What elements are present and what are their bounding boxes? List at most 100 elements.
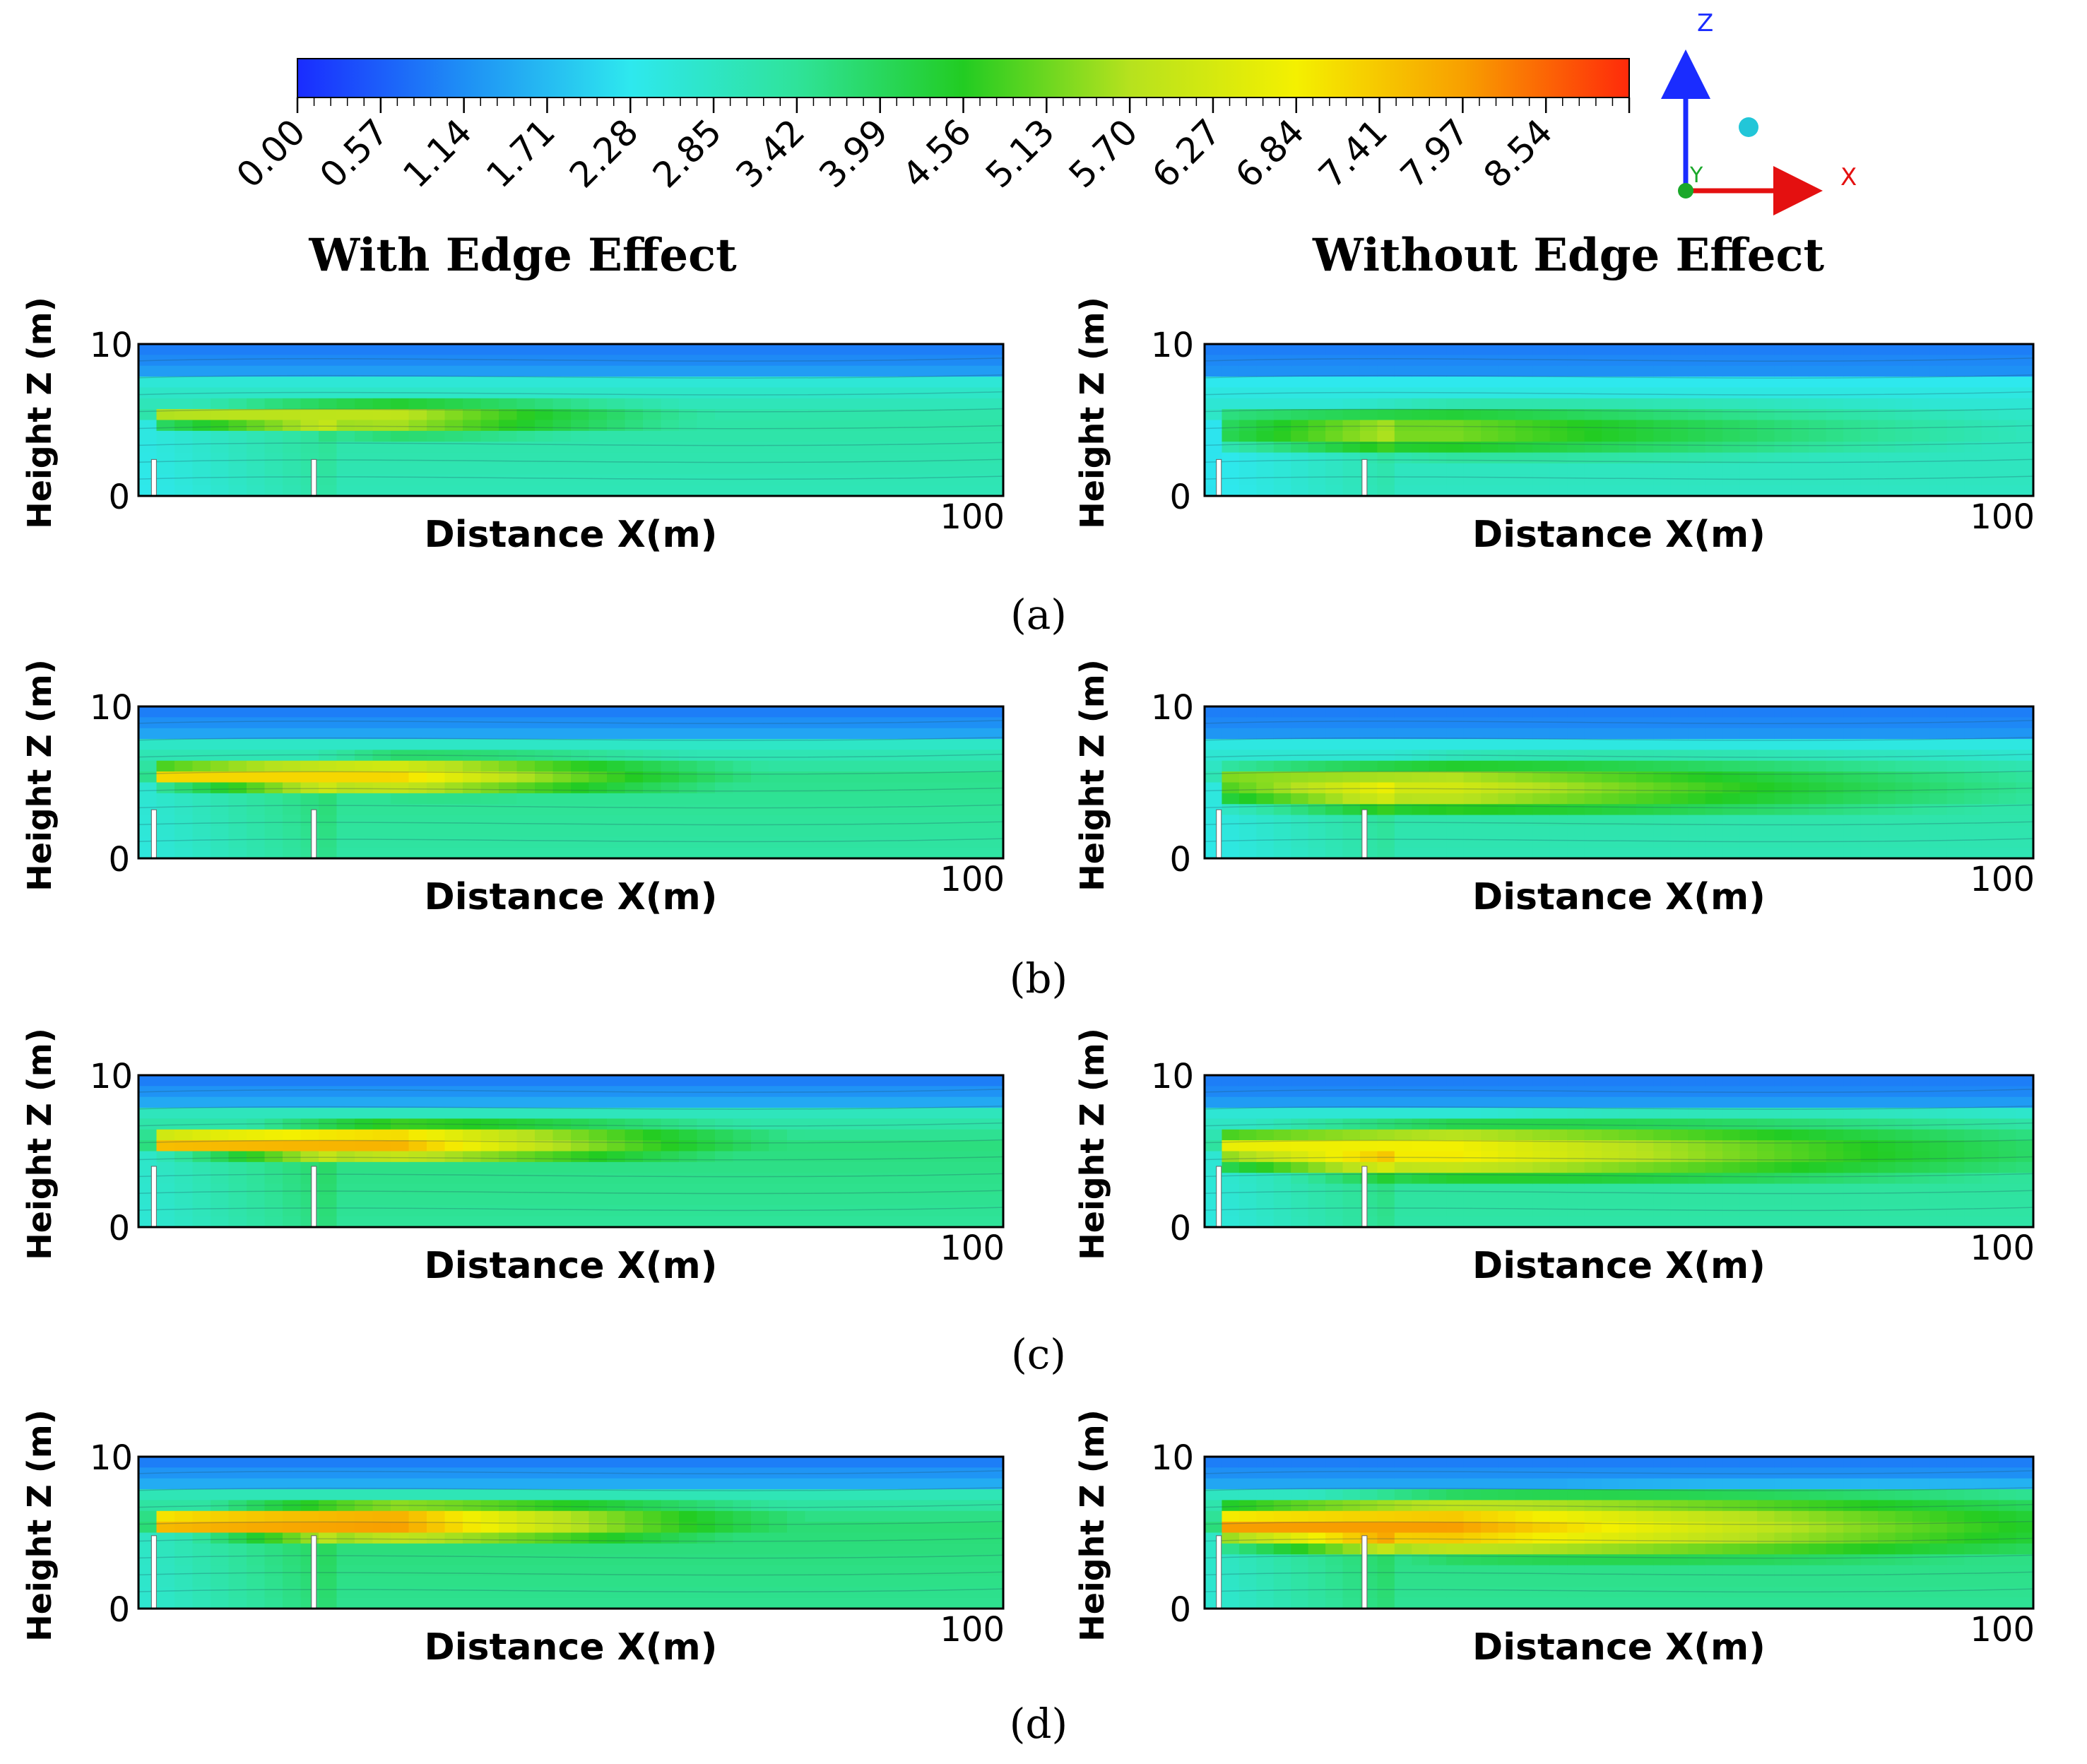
field-cell — [1774, 1129, 1792, 1141]
field-cell — [444, 474, 463, 486]
field-cell — [1670, 442, 1689, 454]
field-cell — [1308, 706, 1326, 718]
field-cell — [283, 430, 302, 443]
field-cell — [1964, 1118, 1982, 1130]
field-cell — [283, 377, 302, 389]
field-cell — [1256, 847, 1275, 859]
field-cell — [751, 344, 770, 356]
field-cell — [1964, 344, 1982, 356]
field-cell — [589, 1522, 608, 1534]
field-cell — [156, 452, 175, 464]
field-cell — [1602, 771, 1620, 783]
field-cell — [355, 739, 374, 751]
field-cell — [1739, 1129, 1758, 1141]
field-cell — [823, 1478, 842, 1490]
field-cell — [1809, 409, 1827, 421]
field-cell — [895, 1597, 914, 1609]
field-cell — [1567, 739, 1585, 751]
field-cell — [1757, 1096, 1775, 1108]
field-cell — [319, 1205, 338, 1217]
field-cell — [1705, 398, 1723, 410]
field-cell — [931, 1489, 950, 1501]
field-cell — [264, 771, 283, 783]
field-cell — [264, 1108, 283, 1120]
field-cell — [1999, 344, 2017, 356]
field-cell — [913, 474, 932, 486]
field-cell — [1653, 1075, 1672, 1087]
field-cell — [247, 1457, 266, 1469]
field-cell — [625, 420, 644, 432]
field-cell — [1549, 825, 1568, 838]
field-cell — [733, 771, 752, 783]
field-cell — [1653, 739, 1672, 751]
field-cell — [1256, 815, 1275, 827]
field-cell — [715, 836, 734, 848]
field-cell — [1481, 1161, 1499, 1174]
field-cell — [1895, 420, 1913, 432]
field-cell — [769, 1587, 788, 1599]
field-cell — [1670, 1216, 1689, 1228]
field-cell — [283, 1457, 302, 1469]
field-cell — [1809, 793, 1827, 805]
field-cell — [1878, 452, 1896, 464]
field-cell — [1342, 420, 1361, 432]
field-cell — [247, 377, 266, 389]
field-cell — [571, 1575, 590, 1588]
field-cell — [1981, 717, 1999, 729]
field-cell — [661, 1140, 680, 1152]
field-cell — [499, 377, 518, 389]
field-cell — [805, 463, 824, 475]
field-cell — [283, 750, 302, 762]
field-cell — [841, 793, 860, 805]
field-cell — [769, 1086, 788, 1098]
field-cell — [1809, 1129, 1827, 1141]
field-cell — [300, 1467, 319, 1479]
field-cell — [1567, 1075, 1585, 1087]
field-cell — [247, 760, 266, 772]
field-cell — [787, 1522, 806, 1534]
field-cell — [895, 1108, 914, 1120]
field-cell — [535, 1532, 554, 1544]
field-cell — [247, 442, 266, 454]
field-cell — [264, 1565, 283, 1577]
field-cell — [408, 1161, 427, 1174]
field-cell — [841, 1543, 860, 1556]
field-cell — [949, 1140, 968, 1152]
field-cell — [516, 387, 536, 399]
field-cell — [336, 1532, 355, 1544]
field-cell — [841, 409, 860, 421]
field-cell — [499, 463, 518, 475]
field-cell — [1999, 485, 2017, 497]
field-cell — [607, 355, 626, 367]
field-cell — [1256, 409, 1275, 421]
field-cell — [787, 1216, 806, 1228]
field-cell — [1929, 409, 1948, 421]
field-cell — [571, 750, 590, 762]
field-cell — [211, 474, 230, 486]
field-cell — [1584, 1118, 1602, 1130]
field-cell — [283, 717, 302, 729]
field-cell — [319, 1086, 338, 1098]
field-cell — [877, 750, 896, 762]
field-cell — [715, 1173, 734, 1185]
field-cell — [643, 717, 662, 729]
field-cell — [138, 1151, 158, 1163]
field-cell — [1291, 1173, 1309, 1185]
field-cell — [156, 1575, 175, 1588]
field-cell — [1222, 1140, 1240, 1152]
field-cell — [156, 750, 175, 762]
field-cell — [1791, 1129, 1810, 1141]
field-cell — [247, 1532, 266, 1544]
field-cell — [859, 1457, 878, 1469]
field-cell — [823, 1565, 842, 1577]
field-cell — [1429, 387, 1447, 399]
field-cell — [913, 1467, 932, 1479]
field-cell — [480, 377, 499, 389]
field-cell — [1670, 1129, 1689, 1141]
field-cell — [1273, 377, 1291, 389]
field-cell — [841, 1194, 860, 1207]
field-cell — [859, 452, 878, 464]
field-cell — [372, 1216, 391, 1228]
field-cell — [1757, 355, 1775, 367]
field-cell — [1688, 815, 1706, 827]
